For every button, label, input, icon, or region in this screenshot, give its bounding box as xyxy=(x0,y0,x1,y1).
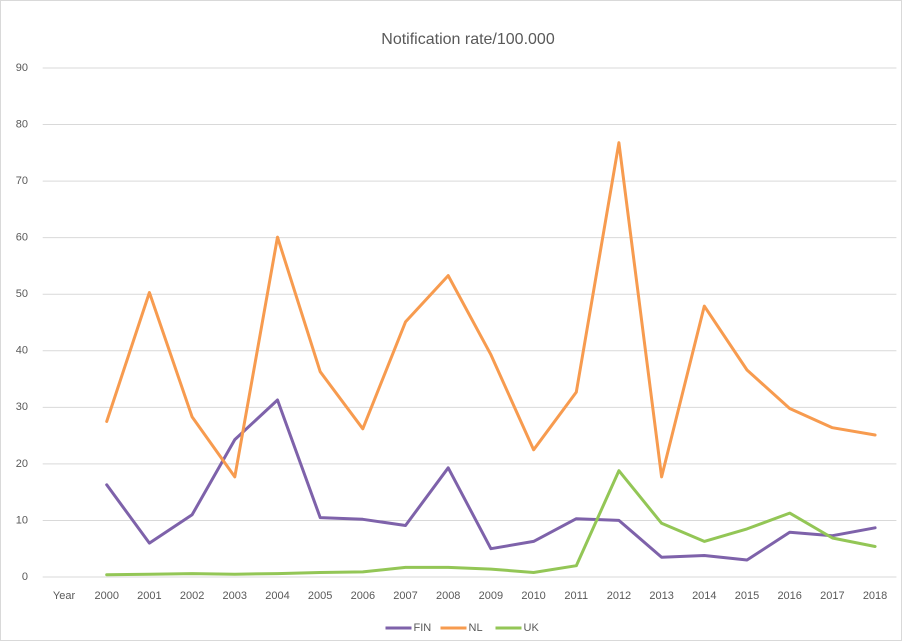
x-tick-label: 2000 xyxy=(94,590,118,602)
x-tick-label: 2018 xyxy=(863,590,887,602)
legend-label: UK xyxy=(524,622,540,634)
legend-label: FIN xyxy=(414,622,432,634)
y-tick-label: 20 xyxy=(16,458,28,470)
series-line xyxy=(105,398,877,562)
x-tick-label: 2010 xyxy=(521,590,545,602)
x-tick-label: 2002 xyxy=(180,590,204,602)
chart-title: Notification rate/100.000 xyxy=(381,31,555,48)
x-tick-label: 2001 xyxy=(137,590,161,602)
x-tick-label: 2009 xyxy=(479,590,503,602)
y-tick-label: 60 xyxy=(16,232,28,244)
x-tick-label: 2003 xyxy=(223,590,247,602)
x-tick-label: 2007 xyxy=(393,590,417,602)
y-tick-label: 50 xyxy=(16,288,28,300)
x-tick-label: 2012 xyxy=(607,590,631,602)
x-tick-label: 2011 xyxy=(564,590,588,602)
x-tick-label: 2017 xyxy=(820,590,844,602)
y-tick-label: 30 xyxy=(16,401,28,413)
legend-label: NL xyxy=(469,622,483,634)
y-tick-label: 80 xyxy=(16,118,28,130)
x-tick-label: 2006 xyxy=(351,590,375,602)
y-tick-label: 70 xyxy=(16,175,28,187)
x-tick-label: 2015 xyxy=(735,590,759,602)
y-tick-label: 0 xyxy=(22,571,28,583)
series-line xyxy=(105,141,877,479)
x-tick-label: Year xyxy=(53,590,76,602)
x-tick-label: 2014 xyxy=(692,590,716,602)
y-tick-label: 10 xyxy=(16,514,28,526)
x-tick-label: 2005 xyxy=(308,590,332,602)
y-tick-label: 90 xyxy=(16,62,28,74)
series-line xyxy=(105,469,877,577)
x-tick-label: 2008 xyxy=(436,590,460,602)
x-tick-label: 2013 xyxy=(649,590,673,602)
x-tick-label: 2004 xyxy=(265,590,289,602)
y-tick-label: 40 xyxy=(16,345,28,357)
x-tick-label: 2016 xyxy=(777,590,801,602)
